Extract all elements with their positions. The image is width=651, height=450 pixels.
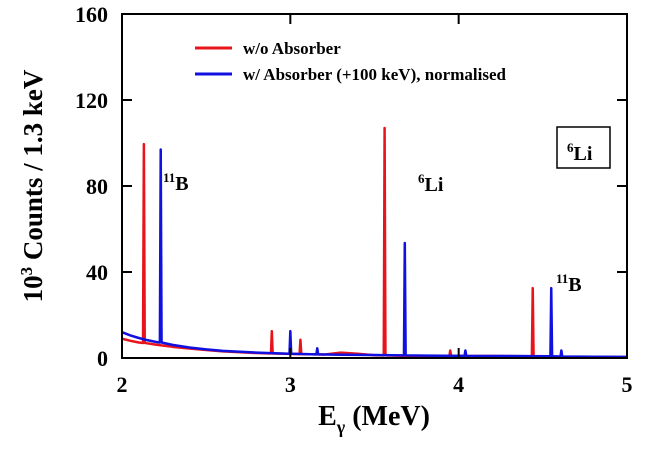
label-box bbox=[556, 126, 611, 169]
y-label-sup: 3 bbox=[17, 267, 36, 276]
plot-area bbox=[121, 126, 628, 359]
y-tick-label: 40 bbox=[86, 260, 108, 285]
y-tick-label: 0 bbox=[97, 346, 108, 371]
x-label-base: E bbox=[318, 401, 337, 432]
annotation-sup: 11 bbox=[163, 170, 175, 185]
data-line bbox=[121, 148, 628, 359]
annotation: 11B bbox=[163, 170, 189, 195]
y-label-rest: Counts / 1.3 keV bbox=[18, 69, 48, 267]
annotation: 6Li bbox=[418, 171, 444, 196]
legend-label: w/ Absorber (+100 keV), normalised bbox=[243, 65, 506, 84]
x-axis-label: Eγ (MeV) bbox=[318, 401, 430, 437]
x-tick-label: 2 bbox=[117, 372, 128, 397]
annotation-text: Li bbox=[425, 174, 444, 196]
x-tick-label: 3 bbox=[285, 372, 296, 397]
x-label-rest: (MeV) bbox=[345, 401, 430, 432]
annotation-sup: 6 bbox=[567, 140, 574, 155]
y-tick-label: 80 bbox=[86, 174, 108, 199]
x-tick-label: 5 bbox=[622, 372, 633, 397]
annotation-sup: 6 bbox=[418, 171, 425, 186]
annotation-text: B bbox=[175, 173, 188, 195]
y-tick-label: 160 bbox=[75, 2, 108, 27]
y-label-base: 10 bbox=[18, 275, 48, 302]
x-tick-label: 4 bbox=[453, 372, 464, 397]
y-tick-label: 120 bbox=[75, 88, 108, 113]
annotation-sup: 11 bbox=[556, 271, 568, 286]
annotation-text: B bbox=[568, 274, 581, 296]
annotation-text: Li bbox=[574, 143, 593, 165]
annotation: 6Li bbox=[567, 140, 593, 165]
annotation: 11B bbox=[556, 271, 582, 296]
legend-label: w/o Absorber bbox=[243, 39, 341, 58]
x-label-sub: γ bbox=[336, 417, 346, 437]
y-axis-label: 103 Counts / 1.3 keV bbox=[17, 69, 48, 302]
